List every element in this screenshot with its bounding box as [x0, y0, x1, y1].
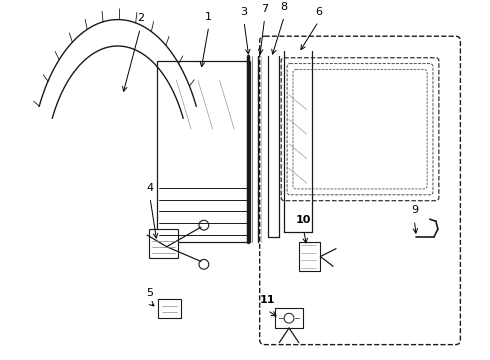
Bar: [149, 229, 178, 258]
Text: 8: 8: [281, 2, 288, 12]
FancyBboxPatch shape: [260, 36, 461, 345]
FancyBboxPatch shape: [293, 69, 427, 189]
Text: 3: 3: [241, 6, 247, 17]
Text: 10: 10: [296, 215, 312, 225]
Bar: [275, 309, 303, 328]
Text: 9: 9: [411, 206, 418, 215]
Text: 1: 1: [205, 12, 212, 22]
Bar: [299, 242, 320, 271]
Text: 11: 11: [260, 296, 275, 305]
Bar: [157, 61, 250, 242]
FancyBboxPatch shape: [287, 64, 433, 195]
Text: 7: 7: [261, 4, 268, 14]
Bar: [158, 298, 181, 318]
Text: 5: 5: [147, 288, 153, 298]
Text: 4: 4: [147, 183, 153, 193]
Text: 6: 6: [315, 6, 322, 17]
FancyBboxPatch shape: [281, 58, 439, 201]
Text: 2: 2: [137, 13, 144, 23]
